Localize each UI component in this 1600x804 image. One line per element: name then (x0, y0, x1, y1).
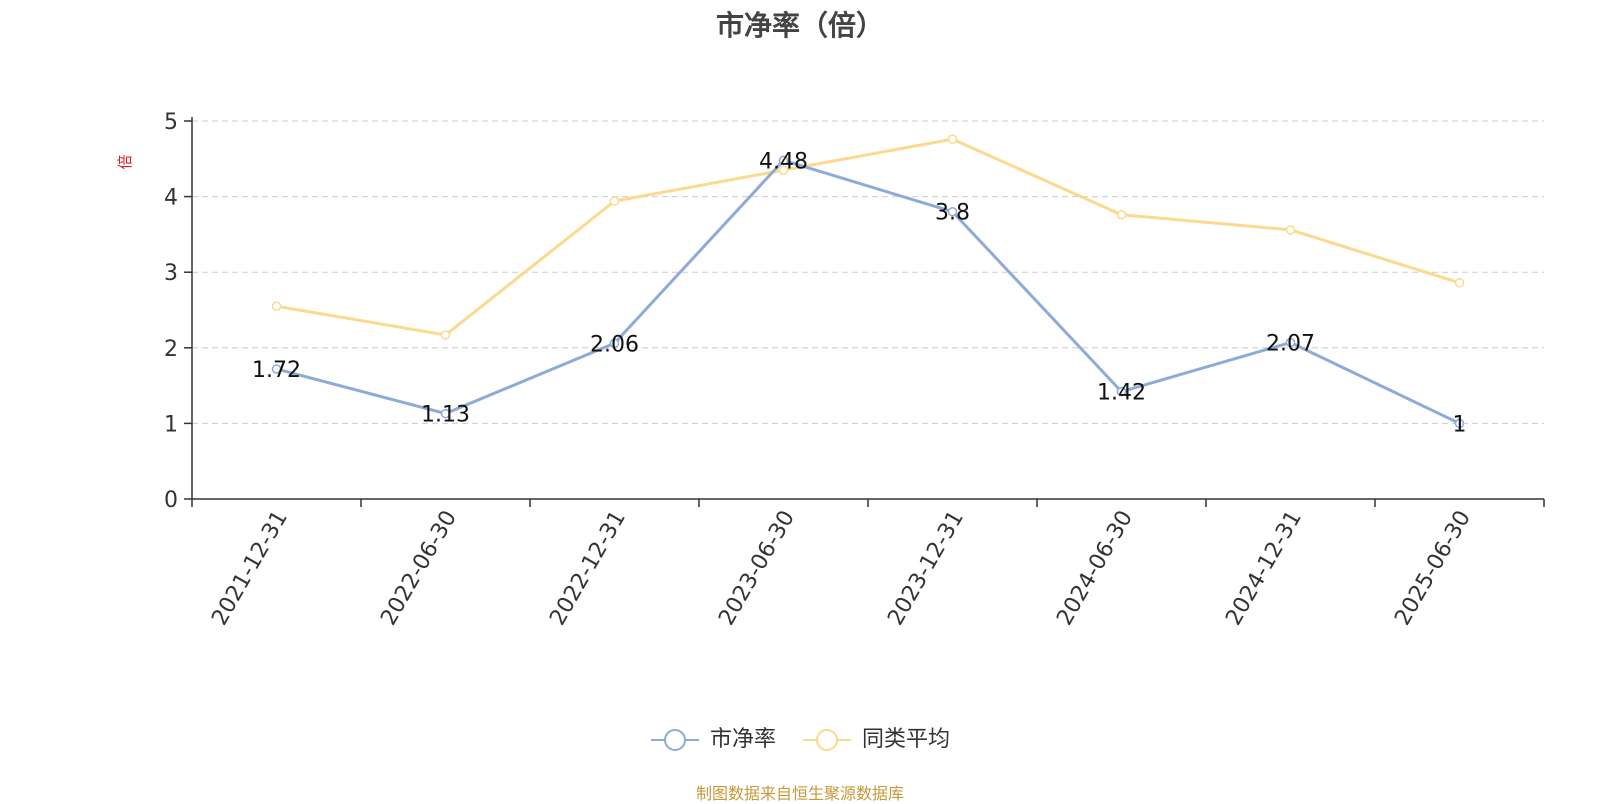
y-axis-label: 倍 (116, 154, 134, 169)
data-point-series-1 (1116, 386, 1127, 397)
data-label: 2.07 (1266, 332, 1315, 357)
x-tick-label: 2024-12-31 (1221, 507, 1307, 630)
axes: 0 1 2 3 4 5 2021-12-31 2022-06-30 2022-12-31 2023… (116, 110, 1545, 630)
x-tick-label: 2023-12-31 (883, 507, 969, 630)
data-point-series-1 (1285, 337, 1296, 348)
series-line-2 (276, 137, 1460, 337)
legend-label-series-2: 同类平均 (862, 727, 951, 752)
data-label: 2.06 (590, 332, 639, 357)
plot-area: 0 1 2 3 4 5 2021-12-31 2022-06-30 2022-12-31 2023… (116, 110, 1545, 630)
data-labels: 1.72 1.13 2.06 4.48 3.8 1.42 2.07 1 (252, 149, 1466, 437)
y-tick-label: 1 (164, 412, 178, 437)
data-point-series-1 (271, 364, 282, 374)
data-label: 3.8 (935, 201, 970, 226)
data-point-series-2 (609, 196, 620, 206)
x-tick-label: 2023-06-30 (714, 507, 800, 630)
data-point-series-2 (440, 330, 451, 340)
x-tick-label: 2022-12-31 (545, 507, 631, 630)
legend-item-series-1[interactable]: 市净率 (650, 727, 776, 753)
data-point-series-1 (609, 338, 620, 349)
data-point-series-2 (1116, 209, 1127, 220)
legend: 市净率 同类平均 (0, 722, 1600, 758)
data-point-series-1 (1454, 418, 1465, 429)
legend-marker-series-2 (803, 729, 851, 751)
data-label: 1 (1453, 412, 1467, 437)
data-label: 1.42 (1097, 381, 1146, 406)
x-tick-label: 2025-06-30 (1390, 507, 1476, 630)
data-point-series-2 (1285, 225, 1296, 235)
source-note: 制图数据来自恒生聚源数据库 (695, 784, 904, 803)
x-tick-label: 2021-12-31 (207, 507, 293, 630)
data-point-series-1 (440, 408, 451, 419)
legend-label-series-1: 市净率 (709, 727, 776, 752)
data-point-series-2 (271, 301, 282, 311)
data-point-series-1 (947, 206, 958, 217)
x-tick-label: 2022-06-30 (376, 507, 462, 630)
chart-title: 市净率（倍） (715, 9, 884, 42)
y-tick-label: 3 (164, 261, 178, 286)
y-tick-label: 0 (164, 488, 178, 513)
series-lines (271, 134, 1465, 429)
legend-item-series-2[interactable]: 同类平均 (802, 727, 950, 753)
data-point-series-2 (1454, 278, 1465, 288)
data-point-series-2 (947, 134, 958, 144)
legend-marker-series-1 (650, 729, 699, 751)
grid-lines (192, 120, 1544, 424)
data-label: 1.72 (252, 358, 301, 383)
y-tick-label: 4 (164, 186, 178, 211)
y-tick-label: 5 (164, 110, 178, 135)
y-tick-label: 2 (164, 337, 178, 362)
series-line-1 (276, 158, 1461, 425)
data-label: 4.48 (759, 149, 808, 174)
data-point-series-1 (778, 155, 789, 166)
data-point-series-2 (778, 165, 789, 175)
data-label: 1.13 (421, 403, 470, 428)
x-tick-label: 2024-06-30 (1052, 507, 1138, 630)
